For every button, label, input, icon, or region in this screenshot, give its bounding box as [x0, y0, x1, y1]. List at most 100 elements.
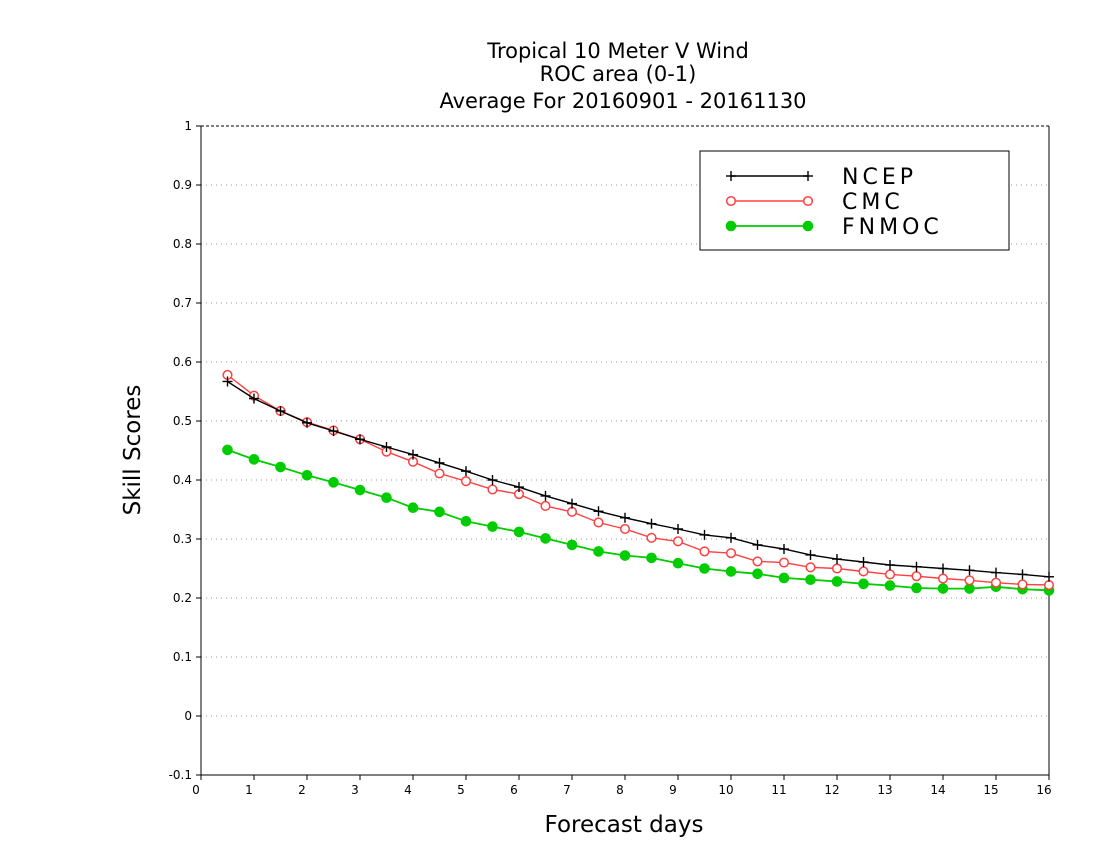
series-fnmoc-point	[513, 526, 525, 538]
series-fnmoc-point	[725, 566, 737, 577]
y-tick-label: 0.8	[173, 237, 192, 251]
y-tick-label: 0.6	[173, 355, 192, 369]
series-ncep-point	[487, 475, 498, 485]
x-tick-label: 6	[510, 783, 518, 797]
series-fnmoc-point	[434, 506, 445, 518]
x-tick-label: 4	[404, 783, 412, 797]
series-fnmoc-point	[937, 583, 949, 594]
series-ncep-point	[302, 417, 312, 428]
series-fnmoc-point	[646, 552, 657, 564]
series-fnmoc-point	[540, 533, 551, 544]
series-cmc-point	[487, 484, 498, 495]
chart-title-line-1: Tropical 10 Meter V Wind	[486, 39, 749, 63]
data-series	[222, 369, 1055, 596]
series-fnmoc-point	[354, 484, 366, 496]
x-tick-label: 5	[457, 783, 465, 797]
series-cmc-point	[540, 500, 551, 512]
series-cmc-point	[911, 571, 922, 582]
series-fnmoc-point	[593, 546, 604, 557]
series-cmc-point	[593, 517, 604, 528]
x-tick-label: 15	[983, 783, 998, 797]
series-ncep-point	[567, 498, 577, 509]
series-ncep-point	[885, 559, 895, 570]
series-ncep-point	[620, 512, 630, 523]
series-fnmoc-point	[328, 477, 339, 488]
series-ncep-point	[858, 557, 869, 568]
chart-title: Tropical 10 Meter V Wind ROC area (0-1) …	[439, 39, 806, 113]
series-ncep-point	[593, 506, 604, 517]
series-ncep-line	[227, 380, 1050, 578]
series-fnmoc-point	[275, 461, 286, 473]
series-fnmoc-point	[566, 539, 578, 551]
series-fnmoc-point	[858, 578, 869, 590]
series-ncep-point	[222, 376, 233, 387]
series-ncep-point	[328, 426, 339, 437]
series-cmc-point	[672, 536, 684, 547]
series-cmc-point	[646, 532, 657, 543]
series-cmc-point	[1043, 579, 1055, 591]
x-tick-label: 11	[771, 783, 786, 797]
series-cmc-point	[752, 556, 763, 567]
series-ncep-point	[752, 539, 763, 550]
legend-marker-cmc	[725, 195, 737, 207]
series-cmc-line	[227, 374, 1050, 586]
series-fnmoc-point	[487, 521, 498, 532]
series-fnmoc-point	[884, 580, 896, 591]
legend-marker-ncep	[726, 171, 736, 181]
series-ncep-point	[514, 482, 524, 493]
series-cmc-point	[434, 468, 445, 479]
series-ncep-point	[381, 441, 392, 452]
legend-marker-fnmoc	[725, 220, 737, 232]
x-tick-label: 16	[1036, 783, 1051, 797]
x-tick-label: 10	[718, 783, 733, 797]
series-fnmoc-point	[699, 563, 710, 574]
series-ncep-point	[1044, 571, 1054, 582]
series-ncep-point	[832, 554, 842, 565]
series-cmc-point	[725, 548, 737, 559]
x-tick-label: 3	[351, 783, 359, 797]
y-tick-label: 0.4	[173, 473, 192, 487]
series-fnmoc-point	[778, 572, 790, 584]
legend-marker-cmc	[802, 195, 814, 207]
series-cmc-point	[990, 577, 1002, 588]
x-tick-label: 9	[669, 783, 677, 797]
series-ncep-point	[673, 523, 683, 534]
x-axis-title: Forecast days	[545, 812, 704, 838]
series-ncep-point	[699, 529, 710, 540]
series-ncep-point	[249, 393, 259, 404]
y-tick-label: 0.9	[173, 178, 192, 192]
series-fnmoc-point	[831, 576, 843, 587]
series-cmc-point	[937, 573, 949, 584]
series-fnmoc-point	[301, 469, 313, 481]
x-tick-label: 0	[192, 783, 200, 797]
legend-marker-fnmoc	[802, 220, 814, 232]
legend-label-fnmoc: FNMOC	[842, 215, 943, 240]
y-tick-label: 0.5	[173, 414, 192, 428]
series-cmc-point	[619, 523, 631, 535]
series-cmc-point	[1017, 579, 1028, 590]
y-tick-label: 0.7	[173, 296, 192, 310]
series-fnmoc-point	[407, 502, 419, 514]
legend-item-ncep: NCEP	[726, 165, 917, 190]
axes: -0.100.10.20.30.40.50.60.70.80.910 1 2 3 4 5 6…	[169, 119, 1052, 797]
y-tick-label: 0.3	[173, 532, 192, 546]
legend-label-ncep: NCEP	[842, 165, 917, 190]
series-ncep-point	[1017, 569, 1028, 580]
x-tick-label: 2	[298, 783, 306, 797]
series-cmc-point	[566, 506, 578, 517]
y-axis-title: Skill Scores	[120, 385, 146, 516]
legend-label-cmc: CMC	[842, 190, 904, 215]
series-ncep-point	[991, 567, 1001, 578]
chart-title-line-3: Average For 20160901 - 20161130	[439, 89, 806, 113]
series-cmc-point	[805, 562, 816, 573]
series-ncep-point	[461, 466, 471, 477]
grid-lines	[201, 184, 1049, 717]
y-tick-label: 1	[184, 119, 192, 133]
chart-title-line-2: ROC area (0-1)	[540, 62, 697, 86]
x-tick-label: 7	[563, 783, 571, 797]
series-ncep	[222, 376, 1054, 582]
series-ncep-point	[540, 490, 551, 501]
series-ncep-point	[779, 544, 789, 555]
